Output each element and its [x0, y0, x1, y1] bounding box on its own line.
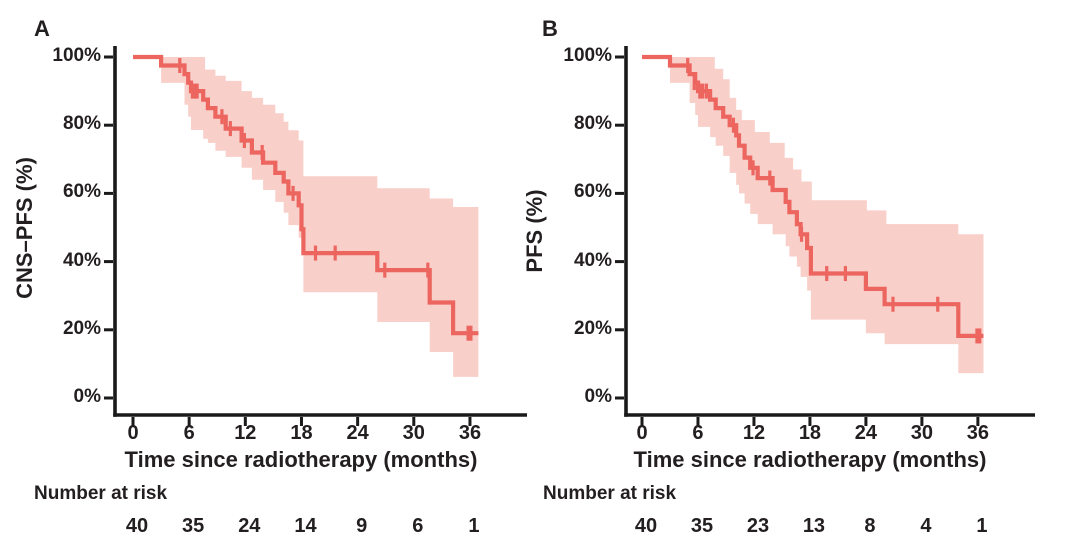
y-tick-label-a: 40%	[62, 249, 101, 271]
x-tick-label-a: 18	[290, 422, 313, 444]
x-tick-label-b: 18	[798, 422, 822, 444]
number-at-risk-value-a: 35	[182, 515, 205, 537]
y-tick-label-a: 20%	[62, 317, 101, 339]
panel-a-letter: A	[34, 16, 50, 41]
x-tick-label-a: 24	[346, 422, 369, 444]
number-at-risk-value-a: 24	[238, 515, 261, 537]
confidence-band-b	[670, 57, 984, 374]
number-at-risk-value-b: 40	[634, 515, 658, 537]
y-tick-label-b: 80%	[573, 113, 612, 135]
number-at-risk-value-a: 40	[125, 515, 149, 537]
survival-curve-b	[642, 54, 984, 338]
panel-a-number-at-risk-label: Number at risk	[34, 483, 168, 504]
x-tick-label-b: 6	[692, 422, 704, 444]
x-tick-label-a: 30	[402, 422, 425, 444]
x-tick-label-a: 0	[127, 422, 139, 444]
y-tick-label-b: 40%	[573, 249, 612, 271]
number-at-risk-value-a: 9	[356, 515, 368, 537]
y-tick-label-a: 100%	[52, 45, 101, 66]
panel-a-x-axis-title: Time since radiotherapy (months)	[124, 447, 478, 472]
x-tick-label-b: 36	[966, 422, 989, 444]
x-tick-label-b: 24	[854, 422, 878, 444]
y-tick-label-b: 20%	[573, 317, 612, 339]
panel-a-y-axis-title: CNS–PFS (%)	[12, 157, 37, 299]
number-at-risk-value-b: 8	[864, 515, 876, 537]
number-at-risk-value-a: 6	[412, 515, 424, 537]
panel-b-x-axis-title: Time since radiotherapy (months)	[633, 447, 987, 472]
y-tick-label-b: 0%	[584, 386, 612, 407]
panel-b-number-at-risk-label: Number at risk	[543, 483, 677, 504]
y-tick-label-b: 100%	[563, 45, 612, 66]
number-at-risk-value-b: 4	[920, 515, 932, 537]
number-at-risk-value-a: 14	[294, 515, 317, 537]
number-at-risk-value-b: 23	[746, 515, 770, 537]
y-tick-label-a: 0%	[73, 386, 101, 407]
number-at-risk-value-a: 1	[468, 515, 480, 537]
number-at-risk-value-b: 1	[976, 515, 988, 537]
panel-b-letter: B	[542, 16, 558, 41]
x-tick-label-b: 30	[910, 422, 934, 444]
x-tick-label-a: 12	[234, 422, 257, 444]
y-tick-label-a: 80%	[62, 113, 101, 135]
number-at-risk-value-b: 35	[690, 515, 714, 537]
x-tick-label-a: 6	[183, 422, 195, 444]
x-tick-label-b: 12	[742, 422, 766, 444]
y-tick-label-a: 60%	[62, 181, 101, 203]
x-tick-label-b: 0	[636, 422, 648, 444]
x-tick-label-a: 36	[458, 422, 482, 444]
y-tick-label-b: 60%	[573, 181, 612, 203]
number-at-risk-value-b: 13	[802, 515, 826, 537]
